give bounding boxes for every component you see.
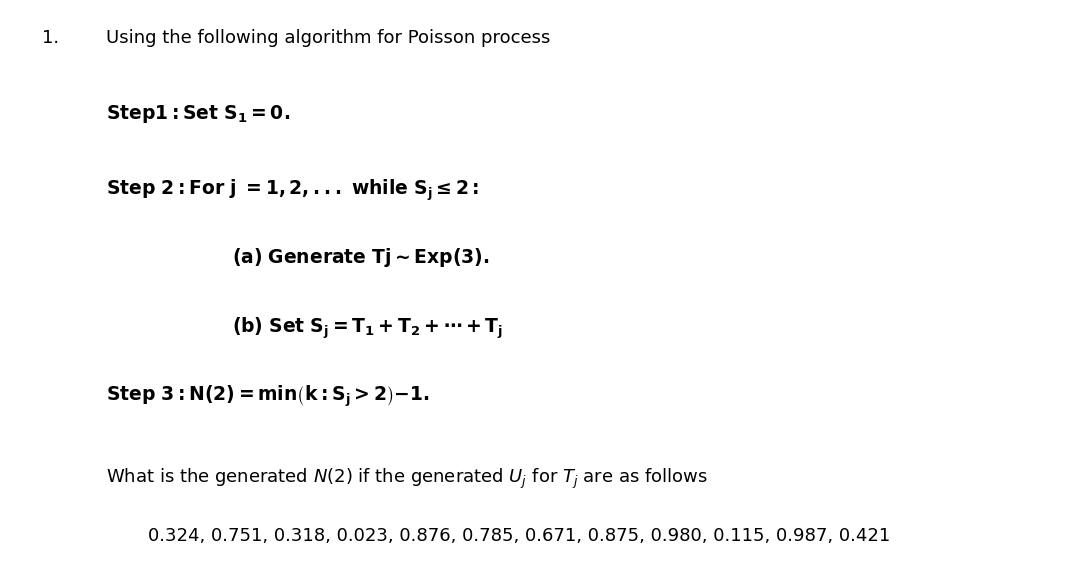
Text: $\mathbf{Step1: Set}$ $\mathbf{S_1}$$\mathbf{=0.}$: $\mathbf{Step1: Set}$ $\mathbf{S_1}$$\ma… xyxy=(106,103,290,125)
Text: $\mathbf{(b)\ Set\ }$$\mathbf{S_j = T_1 + T_2 + \cdots + T_j}$: $\mathbf{(b)\ Set\ }$$\mathbf{S_j = T_1 … xyxy=(232,315,504,341)
Text: What is the generated $N(2)$ if the generated $U_j$ for $T_j$ are as follows: What is the generated $N(2)$ if the gene… xyxy=(106,467,708,491)
Text: $\mathbf{Step\ 2: For\ j\ =1,2,...\ while\ }$$\mathbf{S_j}$$\mathbf{\leq 2:}$: $\mathbf{Step\ 2: For\ j\ =1,2,...\ whil… xyxy=(106,178,479,203)
Text: $\mathbf{Step\ 3:N(2) = min}$$\mathbf{\left(k: S_j > 2\right)}$$\mathbf{- 1.}$: $\mathbf{Step\ 3:N(2) = min}$$\mathbf{\l… xyxy=(106,384,429,410)
Text: 1.: 1. xyxy=(42,29,59,46)
Text: 0.324, 0.751, 0.318, 0.023, 0.876, 0.785, 0.671, 0.875, 0.980, 0.115, 0.987, 0.4: 0.324, 0.751, 0.318, 0.023, 0.876, 0.785… xyxy=(148,527,890,545)
Text: $\mathbf{(a)\ Generate\ Tj \sim Exp(3).}$: $\mathbf{(a)\ Generate\ Tj \sim Exp(3).}… xyxy=(232,246,490,269)
Text: Using the following algorithm for Poisson process: Using the following algorithm for Poisso… xyxy=(106,29,550,46)
